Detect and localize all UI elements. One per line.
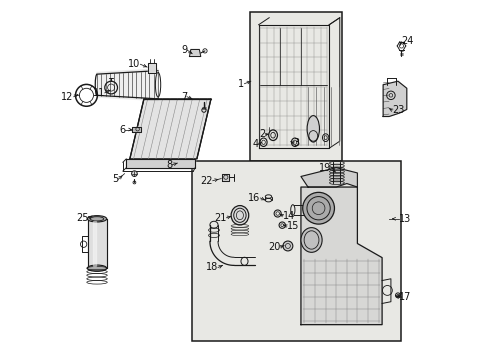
Polygon shape [93,221,96,266]
Polygon shape [383,81,406,117]
Text: 23: 23 [391,105,404,115]
Ellipse shape [231,206,248,225]
Polygon shape [300,187,381,325]
Bar [249,13,341,161]
Text: 6: 6 [119,125,125,135]
Text: 16: 16 [247,193,260,203]
Text: 7: 7 [181,92,186,102]
Circle shape [283,241,292,251]
Text: 12: 12 [61,92,74,102]
Text: 4: 4 [252,139,259,149]
Text: 19: 19 [319,163,331,173]
Circle shape [202,108,205,112]
Polygon shape [126,159,195,168]
Text: 21: 21 [214,213,226,223]
Ellipse shape [300,228,322,252]
Polygon shape [189,49,201,57]
Polygon shape [130,99,210,159]
Ellipse shape [306,116,319,142]
Text: 22: 22 [200,176,212,186]
Text: 25: 25 [76,213,88,223]
Polygon shape [87,219,107,268]
Text: 8: 8 [166,160,172,170]
Circle shape [302,192,334,224]
Text: 15: 15 [286,221,299,231]
Text: 2: 2 [259,130,265,139]
Text: 1: 1 [238,79,244,89]
Ellipse shape [87,265,106,271]
Text: 11: 11 [92,88,104,98]
Text: 14: 14 [283,211,295,221]
Text: 10: 10 [128,59,140,69]
Text: 18: 18 [205,262,218,273]
Circle shape [131,171,137,176]
Text: 13: 13 [398,214,410,224]
Text: 5: 5 [112,174,118,184]
Text: 3: 3 [292,138,298,148]
Polygon shape [221,174,228,181]
Ellipse shape [87,216,106,222]
Polygon shape [300,168,357,187]
Text: 24: 24 [400,36,413,46]
Text: 20: 20 [267,242,280,252]
Bar [191,161,401,341]
Text: 17: 17 [398,292,410,302]
Text: 9: 9 [181,45,187,55]
Polygon shape [147,63,156,73]
Polygon shape [97,69,158,100]
Polygon shape [132,127,141,132]
